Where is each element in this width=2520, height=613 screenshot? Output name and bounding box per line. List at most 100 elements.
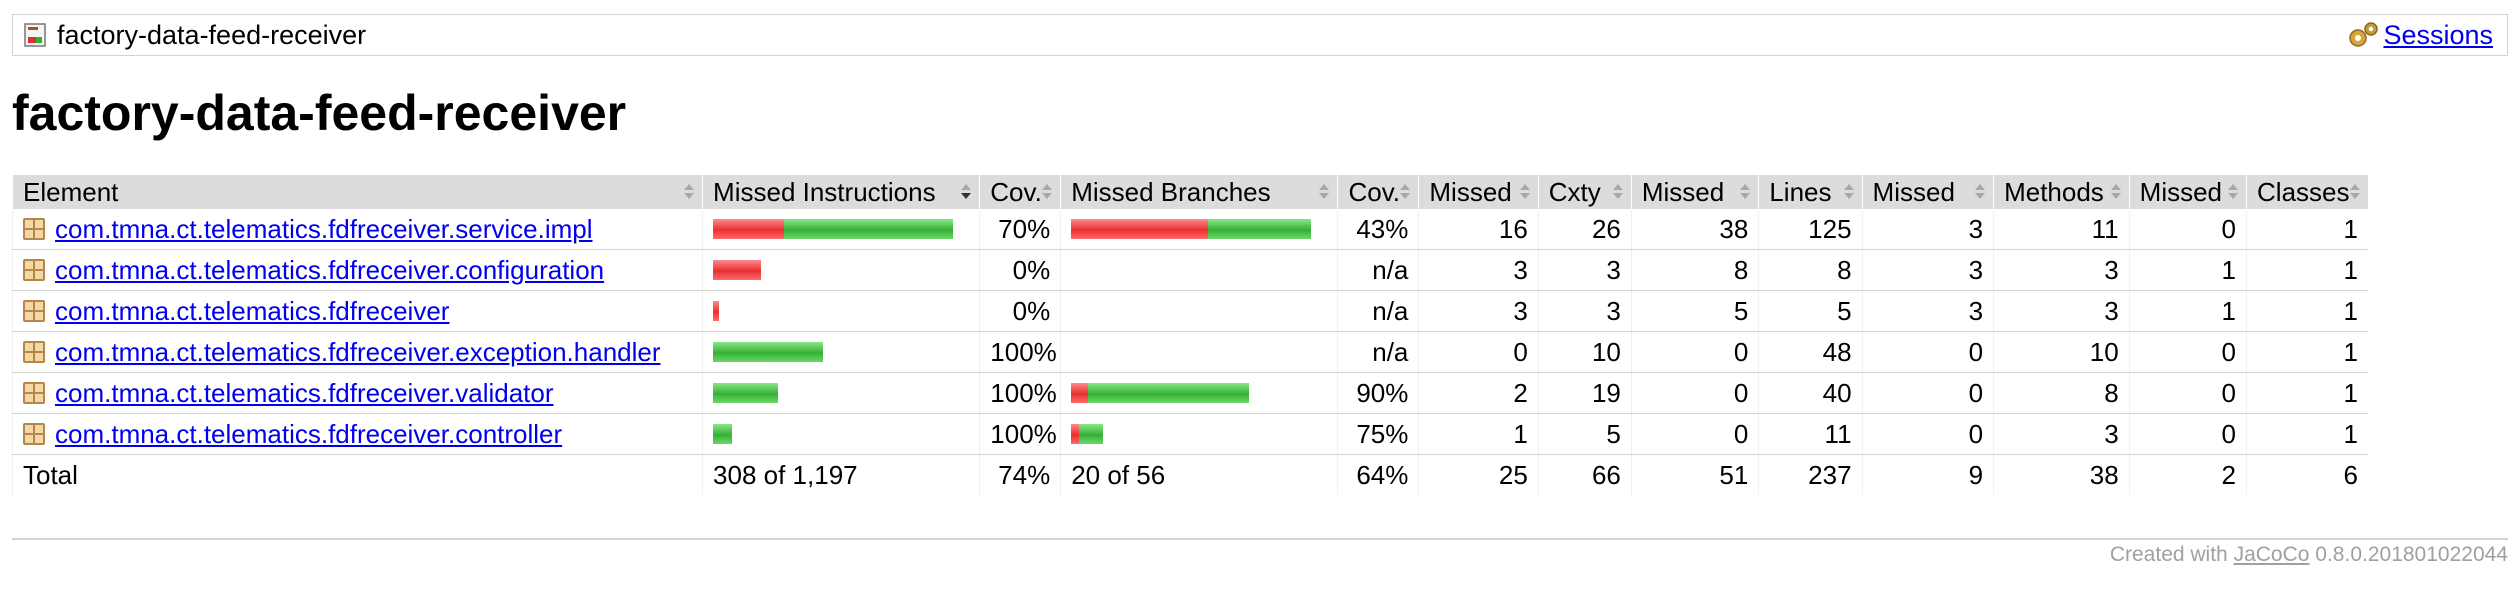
missed-bar-segment — [713, 260, 762, 280]
covered-bar-segment — [784, 219, 954, 239]
instructions-bar-cell — [702, 331, 980, 373]
instructions-coverage: 100% — [979, 331, 1061, 373]
table-row: com.tmna.ct.telematics.fdfreceiver 0% n/a 3… — [11, 290, 2368, 332]
methods-cell: 8 — [1993, 372, 2130, 414]
missed-methods-cell: 3 — [1861, 209, 1994, 250]
instructions-coverage: 100% — [979, 413, 1061, 455]
missed-complexity-cell: 0 — [1418, 331, 1539, 373]
package-link[interactable]: com.tmna.ct.telematics.fdfreceiver.confi… — [55, 254, 605, 285]
total-branches-coverage: 64% — [1337, 454, 1419, 495]
sort-icon — [1843, 184, 1854, 200]
instructions-bar-cell — [702, 290, 980, 332]
element-cell: com.tmna.ct.telematics.fdfreceiver.valid… — [11, 372, 703, 414]
methods-cell: 10 — [1993, 331, 2130, 373]
sort-icon — [2350, 184, 2360, 200]
package-icon — [23, 300, 45, 322]
instructions-bar — [713, 342, 969, 362]
package-link[interactable]: com.tmna.ct.telematics.fdfreceiver.contr… — [55, 418, 563, 449]
element-cell: com.tmna.ct.telematics.fdfreceiver.contr… — [11, 413, 703, 455]
header-missed-lines[interactable]: Missed — [1630, 175, 1759, 209]
header-instructions-coverage[interactable]: Cov. — [979, 175, 1061, 209]
header-missed-classes[interactable]: Missed — [2128, 175, 2247, 209]
instructions-bar — [713, 260, 969, 280]
sort-desc-icon — [961, 184, 972, 200]
missed-classes-cell: 0 — [2128, 372, 2247, 414]
total-classes: 6 — [2246, 454, 2368, 495]
missed-complexity-cell: 3 — [1418, 290, 1539, 332]
header-missed-complexity[interactable]: Missed — [1418, 175, 1539, 209]
instructions-bar — [713, 383, 969, 403]
total-instructions-coverage: 74% — [979, 454, 1061, 495]
branches-bar-cell — [1060, 209, 1338, 250]
missed-complexity-cell: 16 — [1418, 209, 1539, 250]
complexity-cell: 5 — [1537, 413, 1632, 455]
total-complexity: 66 — [1537, 454, 1632, 495]
methods-cell: 3 — [1993, 249, 2130, 291]
complexity-cell: 19 — [1537, 372, 1632, 414]
element-cell: com.tmna.ct.telematics.fdfreceiver.confi… — [11, 249, 703, 291]
package-icon — [23, 218, 45, 240]
header-missed-branches[interactable]: Missed Branches — [1060, 175, 1338, 209]
total-row: Total 308 of 1,197 74% 20 of 56 64% 25 6… — [11, 454, 2368, 495]
instructions-coverage: 0% — [979, 249, 1061, 291]
classes-cell: 1 — [2246, 290, 2368, 332]
missed-classes-cell: 0 — [2128, 331, 2247, 373]
footer-version: 0.8.0.201801022044 — [2315, 543, 2508, 566]
header-lines[interactable]: Lines — [1758, 175, 1863, 209]
lines-cell: 11 — [1758, 413, 1863, 455]
header-missed-methods[interactable]: Missed — [1861, 175, 1994, 209]
header-classes[interactable]: Classes — [2246, 175, 2368, 209]
branches-bar-cell — [1060, 372, 1338, 414]
branches-bar — [1071, 424, 1327, 444]
sort-icon — [1400, 184, 1411, 200]
coverage-table: Element Missed Instructions Cov. Missed … — [11, 175, 2368, 495]
branches-coverage: 90% — [1337, 372, 1419, 414]
missed-complexity-cell: 2 — [1418, 372, 1539, 414]
sort-icon — [1319, 184, 1330, 200]
sessions-link-group[interactable]: Sessions — [2347, 20, 2493, 51]
header-methods[interactable]: Methods — [1993, 175, 2130, 209]
missed-classes-cell: 0 — [2128, 413, 2247, 455]
package-link[interactable]: com.tmna.ct.telematics.fdfreceiver.excep… — [55, 336, 661, 367]
package-link[interactable]: com.tmna.ct.telematics.fdfreceiver.valid… — [55, 377, 554, 408]
missed-classes-cell: 0 — [2128, 209, 2247, 250]
package-icon — [23, 423, 45, 445]
package-icon — [23, 341, 45, 363]
header-missed-instructions[interactable]: Missed Instructions — [702, 175, 980, 209]
lines-cell: 8 — [1758, 249, 1863, 291]
header-branches-coverage[interactable]: Cov. — [1337, 175, 1419, 209]
branches-bar — [1071, 219, 1327, 239]
missed-lines-cell: 8 — [1630, 249, 1759, 291]
methods-cell: 11 — [1993, 209, 2130, 250]
header-complexity[interactable]: Cxty — [1537, 175, 1632, 209]
package-link[interactable]: com.tmna.ct.telematics.fdfreceiver.servi… — [55, 213, 593, 244]
lines-cell: 40 — [1758, 372, 1863, 414]
header-element[interactable]: Element — [11, 175, 703, 209]
branches-coverage: n/a — [1337, 331, 1419, 373]
breadcrumb-title[interactable]: factory-data-feed-receiver — [57, 19, 367, 50]
branches-bar-cell — [1060, 331, 1338, 373]
package-link[interactable]: com.tmna.ct.telematics.fdfreceiver — [55, 295, 450, 326]
total-branches: 20 of 56 — [1060, 454, 1338, 495]
total-missed-lines: 51 — [1630, 454, 1759, 495]
missed-complexity-cell: 1 — [1418, 413, 1539, 455]
classes-cell: 1 — [2246, 331, 2368, 373]
complexity-cell: 10 — [1537, 331, 1632, 373]
missed-bar-segment — [1071, 424, 1080, 444]
missed-lines-cell: 38 — [1630, 209, 1759, 250]
classes-cell: 1 — [2246, 209, 2368, 250]
missed-methods-cell: 0 — [1861, 331, 1994, 373]
total-instructions: 308 of 1,197 — [702, 454, 980, 495]
total-missed-methods: 9 — [1861, 454, 1994, 495]
branches-bar-cell — [1060, 290, 1338, 332]
package-icon — [23, 259, 45, 281]
breadcrumb: factory-data-feed-receiver Sessions — [12, 14, 2508, 56]
complexity-cell: 3 — [1537, 290, 1632, 332]
complexity-cell: 26 — [1537, 209, 1632, 250]
lines-cell: 125 — [1758, 209, 1863, 250]
element-cell: com.tmna.ct.telematics.fdfreceiver.servi… — [11, 209, 703, 250]
jacoco-link[interactable]: JaCoCo — [2233, 543, 2310, 566]
missed-lines-cell: 0 — [1630, 372, 1759, 414]
sessions-link[interactable]: Sessions — [2383, 19, 2493, 50]
